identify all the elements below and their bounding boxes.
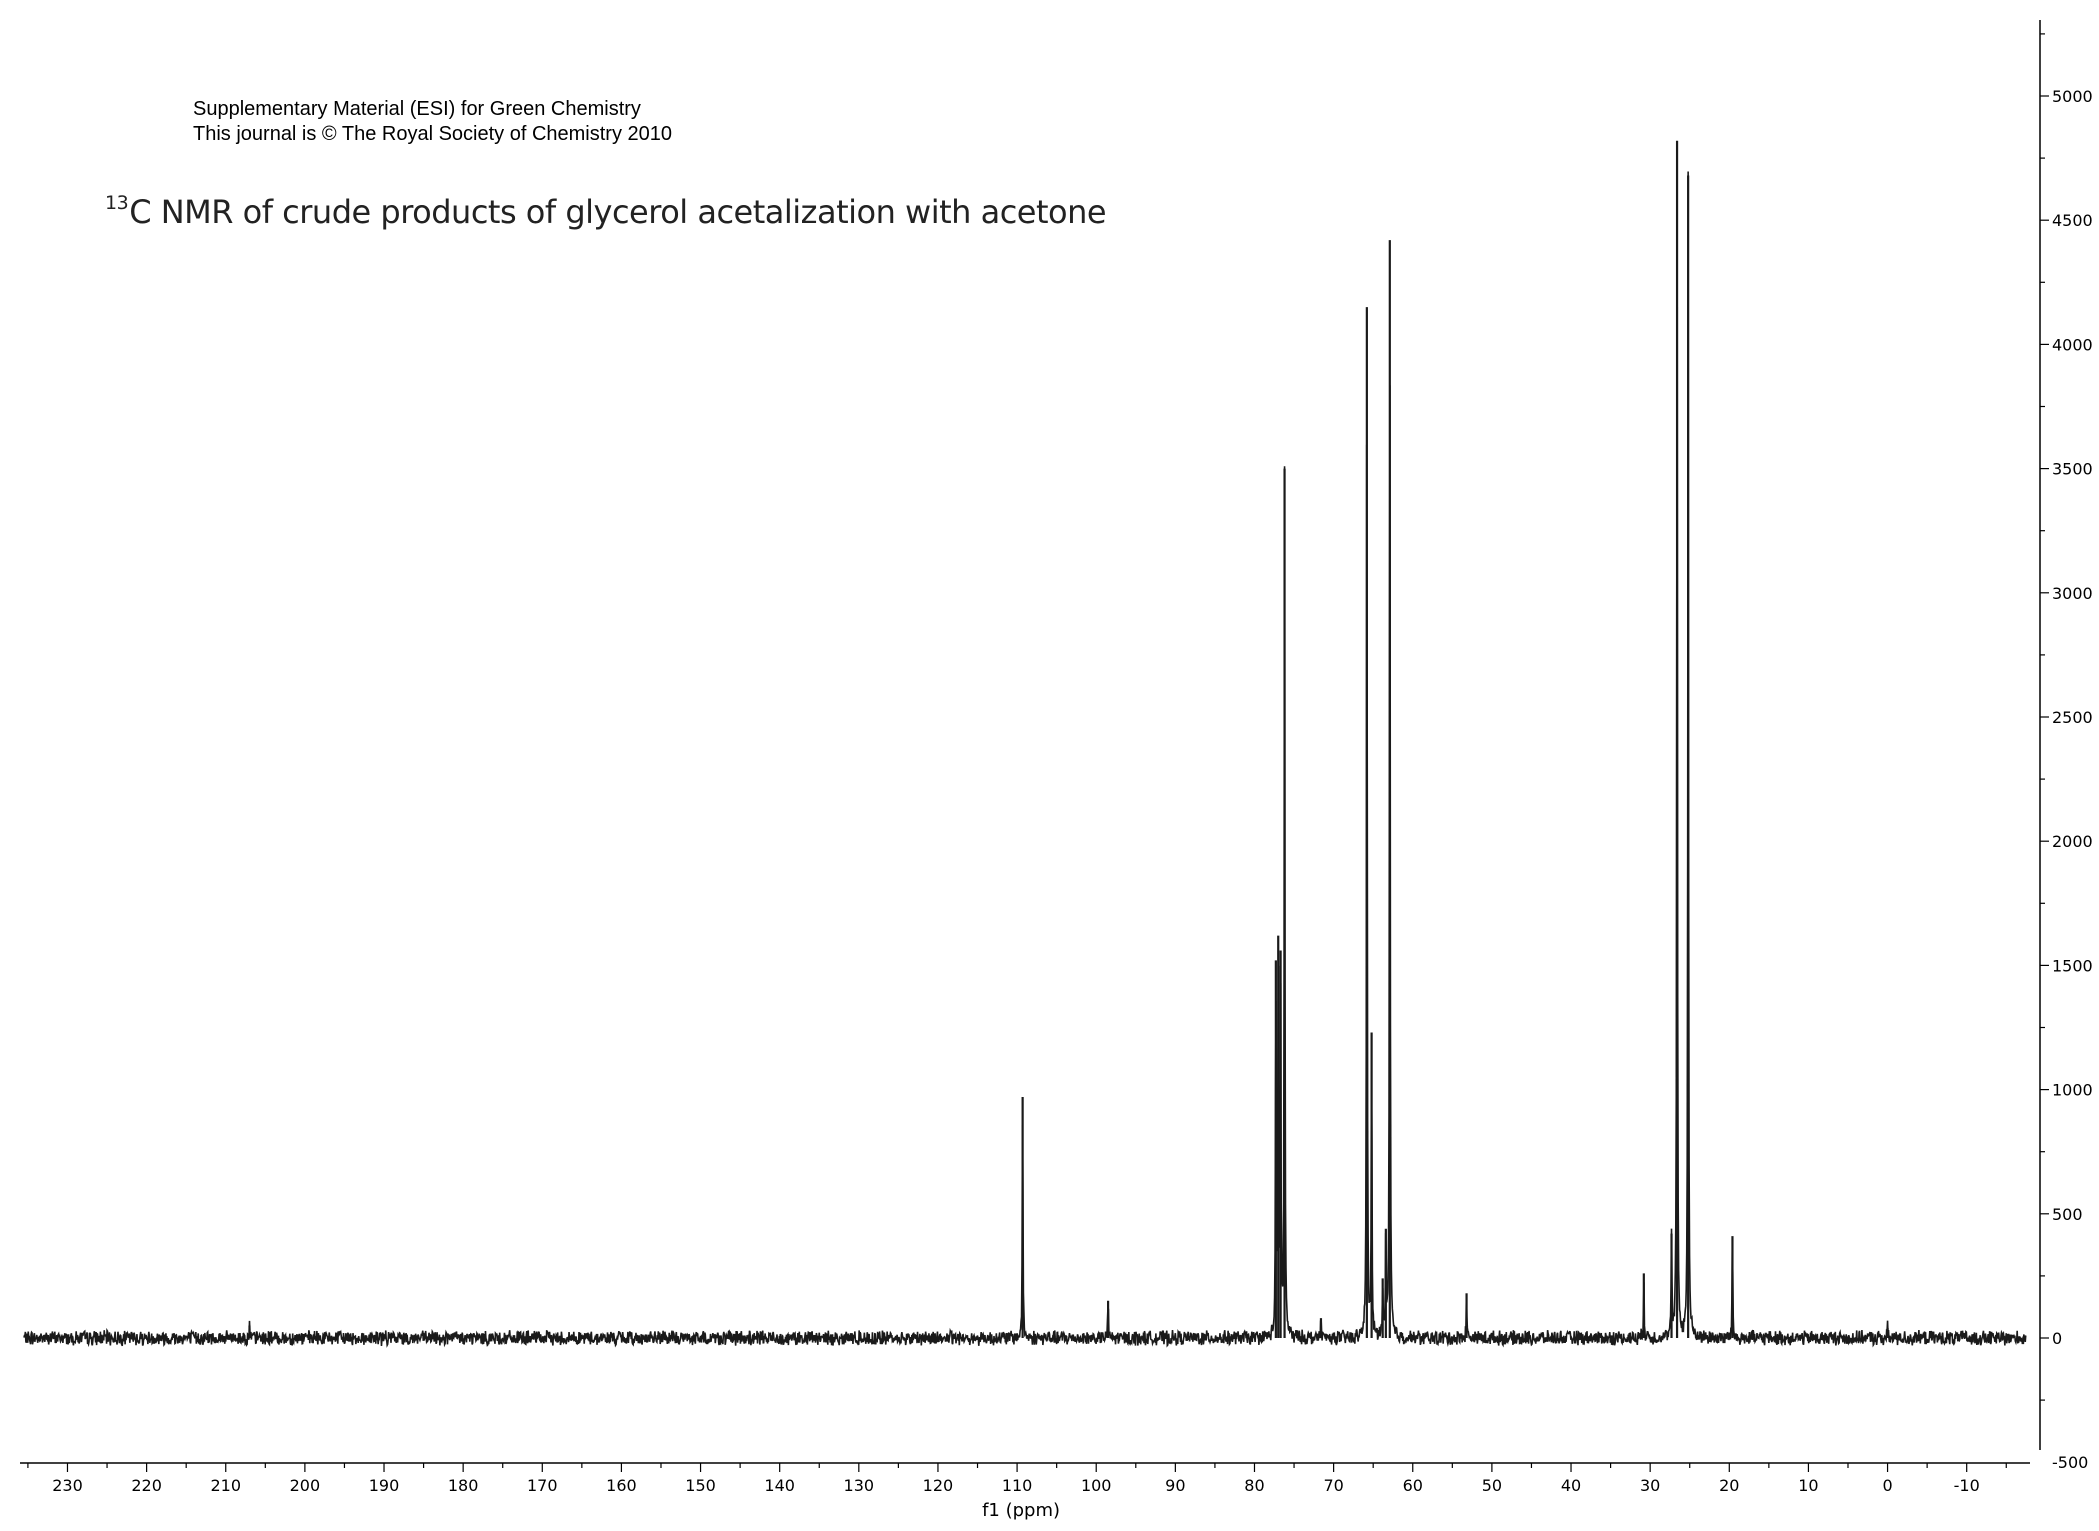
x-axis: 230 220 210 200 190 180 170 160 150 140 130 120 110 1… [20, 1463, 2030, 1495]
spectrum-baseline [24, 172, 2026, 1346]
x-tick-label: 90 [1165, 1476, 1185, 1495]
x-axis-label: f1 (ppm) [982, 1500, 1060, 1521]
x-tick-label: 20 [1719, 1476, 1739, 1495]
y-tick-label: -500 [2052, 1453, 2088, 1472]
y-tick-label: 1500 [2052, 956, 2093, 975]
x-tick-label: 110 [1002, 1476, 1033, 1495]
x-tick-label: 190 [369, 1476, 400, 1495]
x-tick-label: 100 [1081, 1476, 1112, 1495]
x-tick-label: 60 [1403, 1476, 1423, 1495]
x-tick-label: 70 [1323, 1476, 1343, 1495]
y-tick-label: 2500 [2052, 708, 2093, 727]
x-tick-label: 40 [1561, 1476, 1581, 1495]
y-tick-label: 0 [2052, 1329, 2062, 1348]
y-tick-label: 4000 [2052, 335, 2093, 354]
y-axis: -500 0 500 1000 1500 2000 2500 3000 3500 4000 4500… [2040, 20, 2093, 1472]
y-tick-label: 1000 [2052, 1081, 2093, 1100]
x-tick-label: 140 [764, 1476, 795, 1495]
x-tick-label: 30 [1640, 1476, 1660, 1495]
x-tick-label: 160 [606, 1476, 637, 1495]
y-tick-label: 500 [2052, 1205, 2083, 1224]
x-tick-label: 80 [1244, 1476, 1264, 1495]
spectrum-series [24, 141, 2026, 1346]
x-tick-label: 210 [210, 1476, 241, 1495]
y-tick-label: 5000 [2052, 87, 2093, 106]
y-tick-label: 2000 [2052, 832, 2093, 851]
y-tick-label: 4500 [2052, 211, 2093, 230]
x-tick-label: 130 [844, 1476, 875, 1495]
x-tick-label: 120 [923, 1476, 954, 1495]
x-tick-label: 230 [52, 1476, 83, 1495]
y-tick-label: 3000 [2052, 584, 2093, 603]
x-tick-label: 0 [1882, 1476, 1892, 1495]
x-tick-label: -10 [1954, 1476, 1980, 1495]
x-tick-label: 10 [1798, 1476, 1818, 1495]
x-tick-label: 220 [131, 1476, 162, 1495]
x-tick-label: 170 [527, 1476, 558, 1495]
x-tick-label: 50 [1482, 1476, 1502, 1495]
x-tick-label: 150 [685, 1476, 716, 1495]
x-tick-label: 200 [290, 1476, 321, 1495]
y-tick-label: 3500 [2052, 460, 2093, 479]
x-tick-label: 180 [448, 1476, 479, 1495]
